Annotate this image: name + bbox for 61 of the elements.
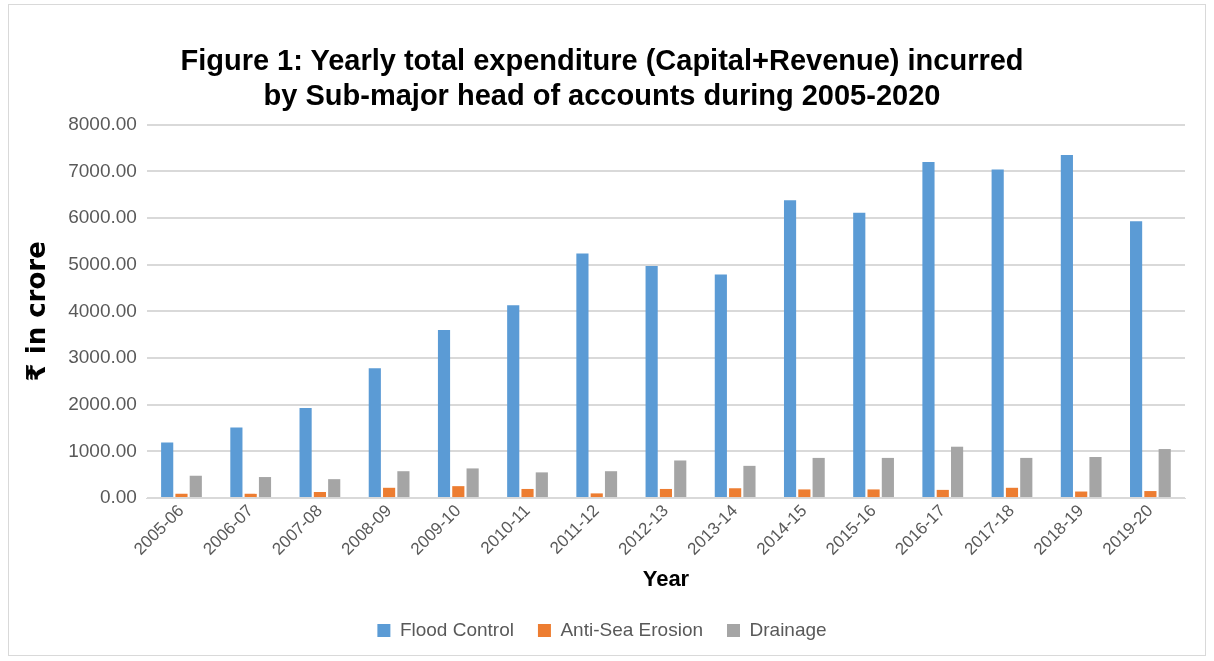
bar [714, 274, 727, 498]
bar [674, 460, 687, 498]
bar [743, 465, 756, 498]
bar [1144, 491, 1157, 498]
y-tick-label: 4000.00 [68, 299, 137, 321]
bar [1089, 456, 1102, 498]
y-tick-label: 5000.00 [68, 252, 137, 274]
bar [328, 479, 341, 498]
x-axis-title: Year [642, 565, 690, 591]
legend-label: Anti-Sea Erosion [560, 618, 704, 640]
y-tick-label: 8000.00 [68, 112, 137, 134]
bar [313, 491, 326, 498]
bar [936, 489, 949, 498]
bar [383, 487, 396, 498]
y-tick-label: 3000.00 [68, 346, 137, 368]
bar [189, 475, 202, 498]
bar [299, 407, 312, 498]
y-tick-label: 2000.00 [68, 392, 137, 414]
bar [798, 489, 811, 498]
bar [507, 305, 520, 498]
bar [175, 493, 188, 498]
bar [437, 330, 451, 498]
y-axis-title: ₹ in crore [21, 241, 52, 382]
bar [604, 471, 618, 498]
bar [1130, 221, 1143, 498]
text: Figure 1: Yearly total expenditure (Capital+Revenue) incurred [180, 44, 1024, 77]
bar [1158, 449, 1171, 498]
bar [452, 486, 465, 498]
y-tick-label: 6000.00 [68, 206, 137, 228]
bar [397, 471, 410, 498]
bar [1020, 457, 1033, 498]
bar [368, 368, 381, 498]
bar [161, 442, 174, 498]
bar [729, 488, 742, 498]
bar [881, 457, 894, 498]
bar [1075, 491, 1088, 498]
bar [1060, 154, 1073, 498]
bar [230, 427, 243, 498]
bar [645, 266, 658, 498]
bar [922, 161, 935, 498]
bar [1005, 487, 1019, 498]
bar [521, 488, 534, 498]
bar [244, 493, 257, 498]
bar [535, 472, 548, 498]
legend-label: Flood Control [399, 618, 514, 640]
y-tick-label: 7000.00 [68, 159, 137, 181]
text: by Sub-major head of accounts during 2005-2020 [263, 79, 941, 112]
bar [590, 493, 603, 498]
bar [853, 212, 866, 498]
bar [258, 477, 272, 498]
bar [783, 200, 797, 498]
bar [867, 489, 880, 498]
bar [991, 169, 1004, 498]
legend-label: Drainage [749, 618, 827, 640]
bar [812, 457, 825, 498]
y-tick-label: 0.00 [99, 486, 137, 508]
y-tick-label: 1000.00 [68, 439, 137, 461]
bar [466, 468, 479, 498]
bar [659, 488, 673, 498]
bar [951, 446, 964, 498]
bar [576, 253, 589, 498]
